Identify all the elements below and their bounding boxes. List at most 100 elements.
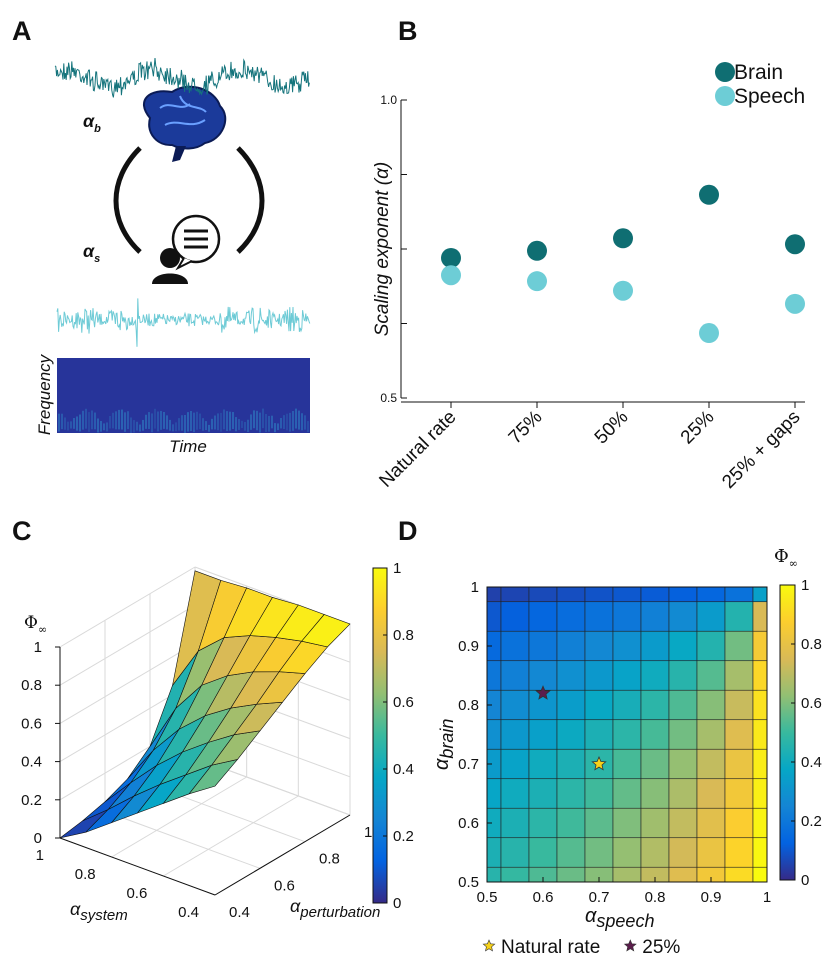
heatmap-cell <box>612 778 642 809</box>
speech-waveform <box>56 298 311 347</box>
colorbar-tick-label: 1 <box>393 560 401 577</box>
spectrogram-streak <box>160 410 162 430</box>
legend-marker <box>482 939 496 952</box>
y-tick-label: 1.0 <box>380 93 397 107</box>
heatmap-cell <box>724 837 754 868</box>
spectrogram-streak <box>79 414 81 432</box>
colorbar <box>372 567 388 904</box>
x-tick-label: 50% <box>591 407 633 449</box>
heatmap-cell <box>640 689 670 721</box>
x-tick-label: 0.6 <box>126 885 147 902</box>
axis-line <box>214 814 351 896</box>
grid-line <box>59 604 196 686</box>
heatmap-cell <box>668 660 698 691</box>
subscript: system <box>80 907 128 924</box>
heatmap-cell <box>696 660 726 691</box>
heatmap-cell <box>500 778 530 809</box>
heatmap-cell <box>752 630 767 662</box>
spectrogram-streak <box>286 413 288 431</box>
x-tick-label: 75% <box>505 407 547 449</box>
heatmap-cell <box>612 866 642 882</box>
heatmap-cell <box>528 630 558 662</box>
legend-label: Speech <box>734 85 805 108</box>
heatmap-cell <box>584 601 614 632</box>
heatmap-cell <box>500 630 530 662</box>
data-point <box>785 234 805 255</box>
heatmap-cell <box>724 778 754 809</box>
y-tick-label: 0.5 <box>458 874 479 891</box>
grid-line <box>111 776 247 858</box>
heatmap-cell <box>612 689 642 721</box>
heatmap-cell <box>752 689 767 721</box>
spectrogram-streak <box>244 422 246 431</box>
heatmap-cell <box>724 719 754 750</box>
panel-label: B <box>398 16 418 46</box>
colorbar-tick-label: 0.2 <box>801 813 822 830</box>
spectrogram-streak <box>265 413 267 433</box>
spectrogram-streak <box>67 421 69 431</box>
heatmap-cell <box>696 837 726 868</box>
heatmap-cell <box>668 778 698 809</box>
heatmap-cell <box>640 630 670 662</box>
surface-patch <box>301 614 351 648</box>
heatmap-cell <box>612 748 642 780</box>
heatmap-cell <box>752 748 767 780</box>
person-head <box>160 248 180 268</box>
spectrogram-streak <box>109 415 111 429</box>
spectrogram-streak <box>58 413 60 432</box>
data-point <box>699 184 719 205</box>
spectrogram-streak <box>169 419 171 431</box>
spectrogram-streak <box>280 418 282 429</box>
heatmap-cell <box>668 807 698 839</box>
spectrogram-streak <box>127 411 129 430</box>
z-axis-label: Φ∞ <box>24 613 47 636</box>
heatmap-cell <box>556 689 586 721</box>
x-axis-label: αsystem <box>70 899 128 924</box>
spectrogram-streak <box>283 415 285 429</box>
heatmap-cell <box>584 630 614 662</box>
heatmap-cell <box>487 866 502 882</box>
spectrogram-streak <box>253 410 255 429</box>
heatmap-cell <box>724 689 754 721</box>
x-tick-label: 25% + gaps <box>718 407 804 493</box>
z-tick-label: 0.6 <box>21 715 42 732</box>
spectrogram-streak <box>157 411 159 432</box>
y-tick-label: 0.7 <box>458 756 479 773</box>
spectrogram-streak <box>193 412 195 433</box>
speech-lines <box>184 229 208 249</box>
spectrogram-streak <box>226 411 228 431</box>
spectrogram-streak <box>214 415 216 430</box>
spectrogram-streak <box>82 410 84 430</box>
heatmap-cell <box>640 601 670 632</box>
data-point <box>527 271 547 292</box>
colorbar-tick-label: 0.8 <box>801 636 822 653</box>
spectrogram-streak <box>181 415 183 431</box>
spectrogram-streak <box>271 415 273 429</box>
grid-line <box>59 642 196 724</box>
spectrogram-streak <box>199 413 201 430</box>
heatmap-cell <box>500 807 530 839</box>
x-tick-label: 0.5 <box>477 889 498 906</box>
y-axis-label: αbrain <box>431 719 457 770</box>
heatmap-cell <box>528 807 558 839</box>
spectrogram-streak <box>97 418 99 433</box>
heatmap-cell <box>668 837 698 868</box>
heatmap-cell <box>668 601 698 632</box>
heatmap-cell <box>668 719 698 750</box>
spectrogram-streak <box>133 420 135 433</box>
subscript: brain <box>437 719 457 759</box>
data-point <box>613 228 633 249</box>
spectrogram-streak <box>196 411 198 430</box>
symbol: Φ <box>774 546 789 567</box>
colorbar-tick-label: 0.8 <box>393 627 414 644</box>
heatmap-cell <box>584 866 614 882</box>
colorbar-tick-label: 1 <box>801 577 809 594</box>
heatmap-cell <box>556 748 586 780</box>
spectrogram-streak <box>145 414 147 429</box>
heatmap-cell <box>668 866 698 882</box>
spectrogram-streak <box>115 411 117 430</box>
alpha-b-label: αb <box>83 111 101 135</box>
x-tick-label: 1 <box>763 889 771 906</box>
z-tick-label: 0 <box>34 830 42 847</box>
colorbar-tick-label: 0.4 <box>801 754 822 771</box>
